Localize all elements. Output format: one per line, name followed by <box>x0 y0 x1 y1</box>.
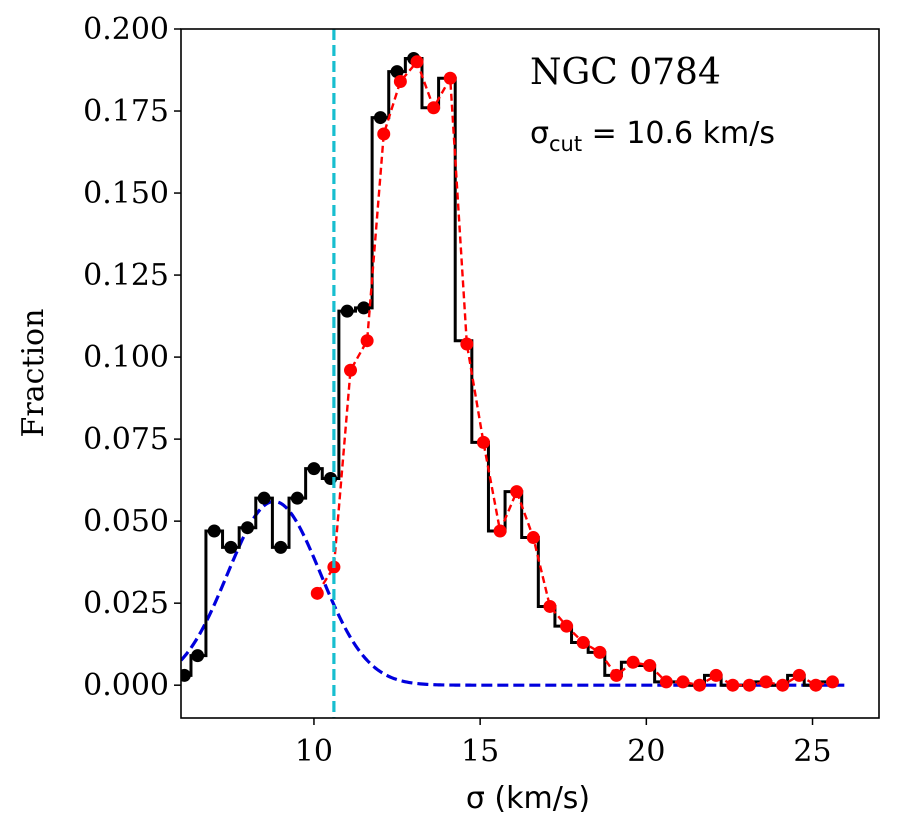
y-tick-label: 0.050 <box>83 504 169 539</box>
fit-point <box>460 337 474 351</box>
sigma-cut-symbol: σ <box>530 116 549 151</box>
fit-point <box>742 678 756 692</box>
histogram-point <box>181 668 191 682</box>
histogram-point <box>373 111 387 125</box>
fit-point <box>526 531 540 545</box>
histogram-point <box>191 649 205 663</box>
sigma-cut-subscript: cut <box>549 132 582 156</box>
x-tick-label: 20 <box>627 734 665 769</box>
gaussian-curve <box>181 499 846 687</box>
histogram-steps <box>181 57 830 687</box>
fit-point <box>809 678 823 692</box>
fit-point <box>410 55 424 69</box>
fit-point <box>576 636 590 650</box>
fit-point <box>726 678 740 692</box>
sigma-cut-value: = 10.6 km/s <box>582 116 775 151</box>
x-tick-label: 25 <box>793 734 831 769</box>
y-tick-label: 0.175 <box>83 94 169 129</box>
y-tick-label: 0.200 <box>83 12 169 47</box>
histogram-point <box>207 524 221 538</box>
fit-point <box>344 363 358 377</box>
fit-point <box>792 668 806 682</box>
histogram-point <box>357 301 371 315</box>
y-axis-label: Fraction <box>16 309 51 438</box>
plot-frame <box>180 28 880 719</box>
x-axis-label: σ (km/s) <box>466 781 590 816</box>
fit-point <box>709 668 723 682</box>
fit-point <box>510 485 524 499</box>
fit-point <box>626 655 640 669</box>
plot-area <box>181 29 846 718</box>
histogram-point <box>290 491 304 505</box>
x-tick-label: 15 <box>461 734 499 769</box>
y-tick-label: 0.125 <box>83 258 169 293</box>
fit-point <box>427 101 441 115</box>
fit-point <box>676 675 690 689</box>
ticks: 10 15 20 25 0.000 0.025 0.050 0.075 0.100 0.125 0.… <box>83 12 832 769</box>
fit-point <box>609 668 623 682</box>
fit-point <box>560 619 574 633</box>
y-tick-label: 0.000 <box>83 668 169 703</box>
fit-point <box>377 127 391 141</box>
fit-point <box>493 524 507 538</box>
x-tick-label: 10 <box>295 734 333 769</box>
histogram-point <box>390 65 404 79</box>
fit-point <box>825 675 839 689</box>
fit-point <box>776 678 790 692</box>
histogram-point <box>240 521 254 535</box>
galaxy-name: NGC 0784 <box>530 52 721 93</box>
fit-point <box>476 435 490 449</box>
fit-point <box>759 675 773 689</box>
fit-point <box>643 659 657 672</box>
fit-point <box>693 678 707 692</box>
fit-point <box>360 334 374 348</box>
y-tick-label: 0.150 <box>83 176 169 211</box>
histogram-point <box>307 462 321 476</box>
fit-point <box>443 71 457 85</box>
histogram-point <box>257 491 271 505</box>
y-tick-label: 0.075 <box>83 422 169 457</box>
histogram-point <box>340 304 354 318</box>
fit-point <box>659 675 673 689</box>
sigma-cut-annotation: σcut = 10.6 km/s <box>530 116 775 156</box>
y-tick-label: 0.100 <box>83 340 169 375</box>
y-tick-label: 0.025 <box>83 586 169 621</box>
fit-point <box>310 586 324 600</box>
histogram-point <box>274 540 288 554</box>
fit-point <box>543 599 557 613</box>
histogram-point <box>224 540 238 554</box>
fit-point <box>593 645 607 659</box>
fit-point <box>393 75 407 88</box>
